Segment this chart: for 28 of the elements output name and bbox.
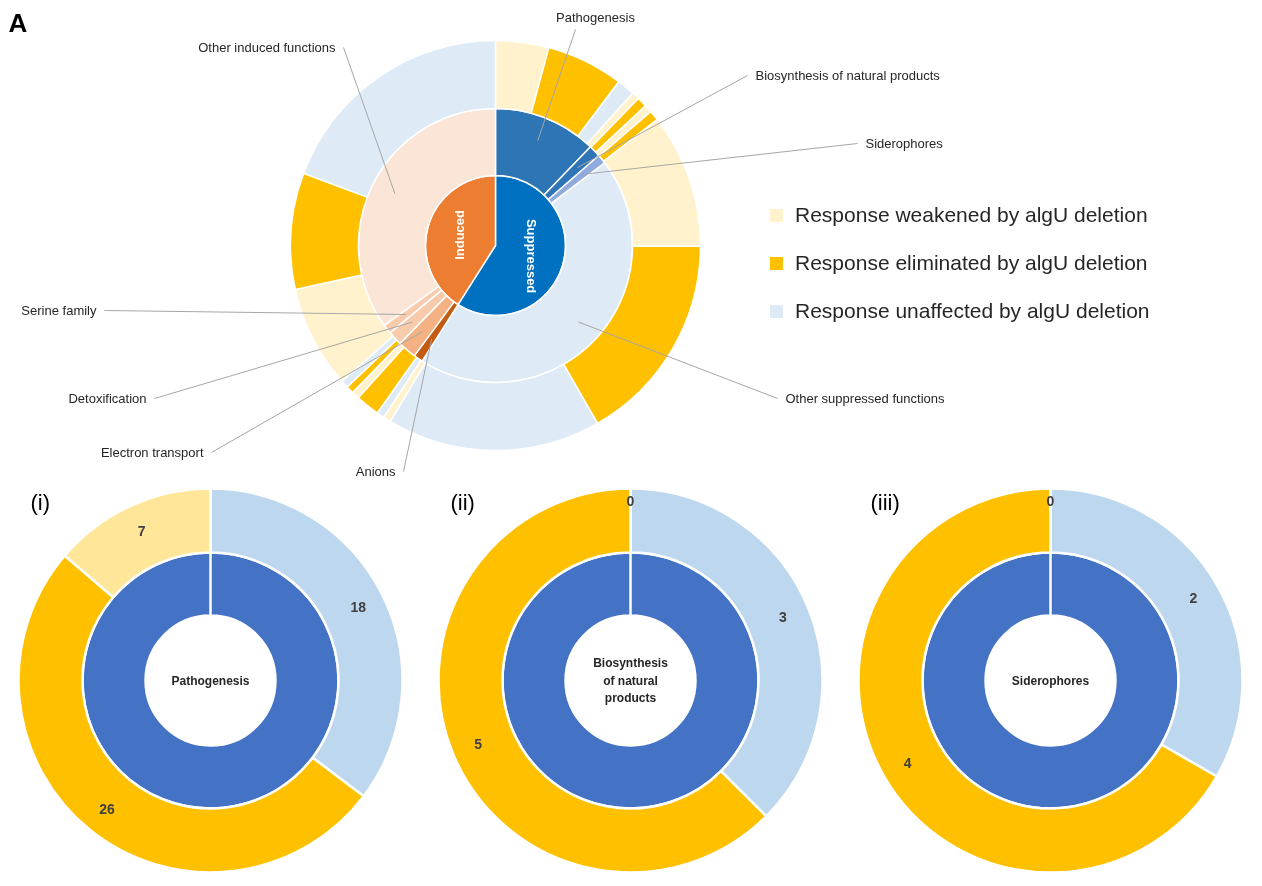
data-label: 7	[137, 522, 146, 539]
data-label: 4	[903, 755, 912, 771]
text: Siderophores	[1011, 673, 1090, 688]
text: Serine family	[21, 303, 97, 318]
text: Other suppressed functions	[785, 391, 945, 406]
text: Biosynthesis of natural products	[593, 656, 669, 705]
text: Response unaffected by algU deletion	[795, 298, 1150, 324]
data-label: 26	[99, 801, 116, 818]
text: Electron transport	[100, 445, 204, 460]
text: Biosynthesis of natural products	[755, 68, 941, 83]
text: Suppressed	[524, 218, 540, 294]
data-label: 18	[350, 598, 367, 615]
text: Detoxification	[68, 391, 147, 406]
text: A	[8, 7, 28, 38]
data-label: 5	[474, 735, 483, 752]
text: Response weakened by algU deletion	[795, 202, 1148, 228]
data-label: 2	[1189, 590, 1198, 606]
chart-title: (ii)	[450, 490, 475, 515]
text: Pathogenesis	[556, 10, 636, 25]
text: Other induced functions	[198, 40, 336, 55]
text: Response eliminated by algU deletion	[795, 250, 1148, 276]
text: Siderophores	[865, 136, 944, 151]
text: Induced	[451, 209, 467, 260]
text: Pathogenesis	[171, 673, 250, 688]
chart-title: (i)	[30, 490, 51, 515]
chart-title: (iii)	[870, 490, 900, 515]
text: Anions	[355, 464, 396, 479]
data-label: 3	[779, 609, 788, 626]
